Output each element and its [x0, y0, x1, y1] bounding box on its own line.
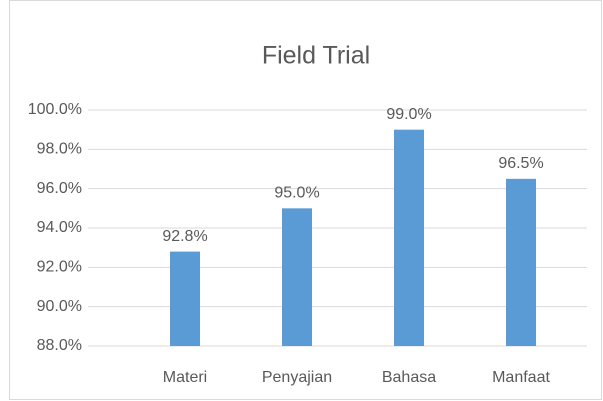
y-tick-label: 98.0% — [37, 141, 82, 158]
x-tick-label: Manfaat — [492, 369, 550, 386]
data-label: 96.5% — [498, 155, 543, 172]
y-tick-label: 96.0% — [37, 180, 82, 197]
chart-title: Field Trial — [262, 42, 370, 70]
x-tick-label: Materi — [163, 369, 207, 386]
bar — [506, 178, 536, 346]
x-tick-label: Penyajian — [262, 369, 332, 386]
y-tick-label: 88.0% — [37, 337, 82, 354]
y-tick-label: 92.0% — [37, 259, 82, 276]
y-tick-label: 100.0% — [28, 101, 82, 118]
y-tick-label: 90.0% — [37, 298, 82, 315]
data-label: 92.8% — [162, 228, 207, 245]
bar — [394, 129, 424, 346]
x-tick-label: Bahasa — [382, 369, 436, 386]
y-tick-label: 94.0% — [37, 219, 82, 236]
data-label: 99.0% — [386, 106, 431, 123]
bar — [282, 208, 312, 346]
data-label: 95.0% — [274, 185, 319, 202]
bar — [170, 251, 200, 346]
